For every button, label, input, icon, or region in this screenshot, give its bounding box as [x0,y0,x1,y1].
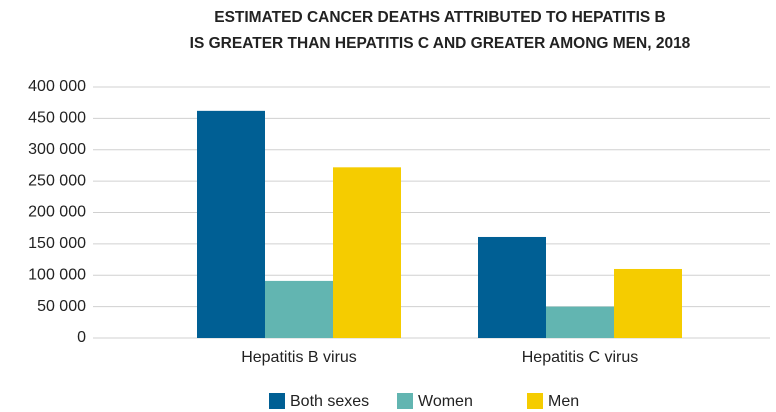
legend-label: Men [548,393,579,410]
chart-title: IS GREATER THAN HEPATITIS C AND GREATER … [190,35,691,52]
legend-label: Both sexes [290,393,369,410]
y-tick-label: 300 000 [28,141,86,158]
y-tick-label: 450 000 [28,110,86,127]
bar [478,236,546,338]
y-tick-label: 0 [77,329,86,346]
chart-title: ESTIMATED CANCER DEATHS ATTRIBUTED TO HE… [214,9,666,26]
legend-label: Women [418,393,473,410]
legend-swatch [527,393,543,409]
bar [546,306,614,338]
x-tick-label: Hepatitis B virus [241,349,357,366]
bar [614,268,682,338]
y-tick-label: 150 000 [28,235,86,252]
x-tick-label: Hepatitis C virus [522,349,638,366]
bar [265,280,333,338]
y-tick-label: 100 000 [28,266,86,283]
y-tick-label: 250 000 [28,172,86,189]
y-tick-label: 400 000 [28,78,86,95]
y-tick-label: 50 000 [37,298,86,315]
legend-swatch [397,393,413,409]
legend-swatch [269,393,285,409]
bar [333,167,401,338]
bar [197,110,265,338]
y-tick-label: 200 000 [28,204,86,221]
